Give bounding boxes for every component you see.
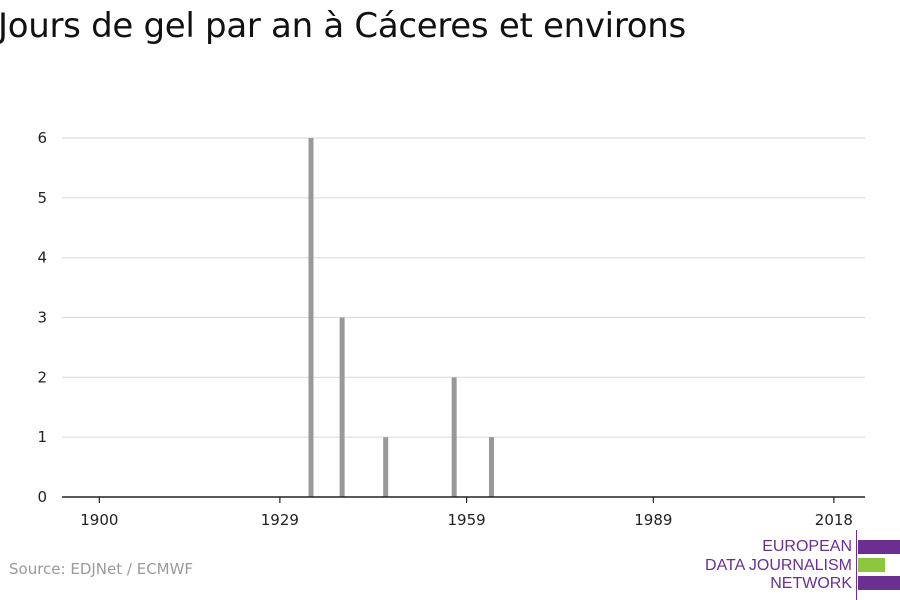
logo-line-2: DATA JOURNALISM — [705, 556, 852, 574]
logo-text: EUROPEAN DATA JOURNALISM NETWORK — [705, 538, 852, 594]
bar — [451, 377, 457, 497]
y-tick-label: 2 — [37, 368, 47, 386]
logo-line-1: EUROPEAN — [762, 538, 852, 555]
bar — [489, 437, 495, 497]
y-tick-label: 5 — [37, 189, 47, 207]
x-tick-label: 1989 — [634, 511, 672, 529]
logo-divider — [856, 530, 857, 600]
logo-bar-bottom — [858, 576, 900, 590]
y-tick-label: 6 — [37, 129, 47, 147]
bar — [339, 317, 345, 497]
source-note: Source: EDJNet / ECMWF — [9, 560, 194, 578]
y-tick-label: 1 — [37, 428, 47, 446]
logo-bar-middle — [858, 558, 885, 572]
edjnet-logo: EUROPEAN DATA JOURNALISM NETWORK — [700, 530, 900, 600]
bars — [308, 138, 495, 497]
x-tick-label: 1900 — [80, 511, 118, 529]
x-tick-label: 2018 — [815, 511, 853, 529]
logo-line-3: NETWORK — [770, 575, 852, 592]
x-tick-label: 1959 — [448, 511, 486, 529]
x-tick-label: 1929 — [261, 511, 299, 529]
axes: 0 1 2 3 4 5 6 1900 1929 1959 1989 2018 — [37, 129, 865, 529]
bar — [383, 437, 389, 497]
chart-title: Jours de gel par an à Cáceres et environ… — [0, 6, 686, 46]
grid-lines — [62, 137, 865, 438]
bar — [308, 138, 314, 497]
y-tick-label: 3 — [37, 309, 47, 327]
logo-bar-top — [858, 540, 900, 554]
y-tick-label: 0 — [37, 488, 47, 506]
y-tick-label: 4 — [37, 249, 47, 267]
